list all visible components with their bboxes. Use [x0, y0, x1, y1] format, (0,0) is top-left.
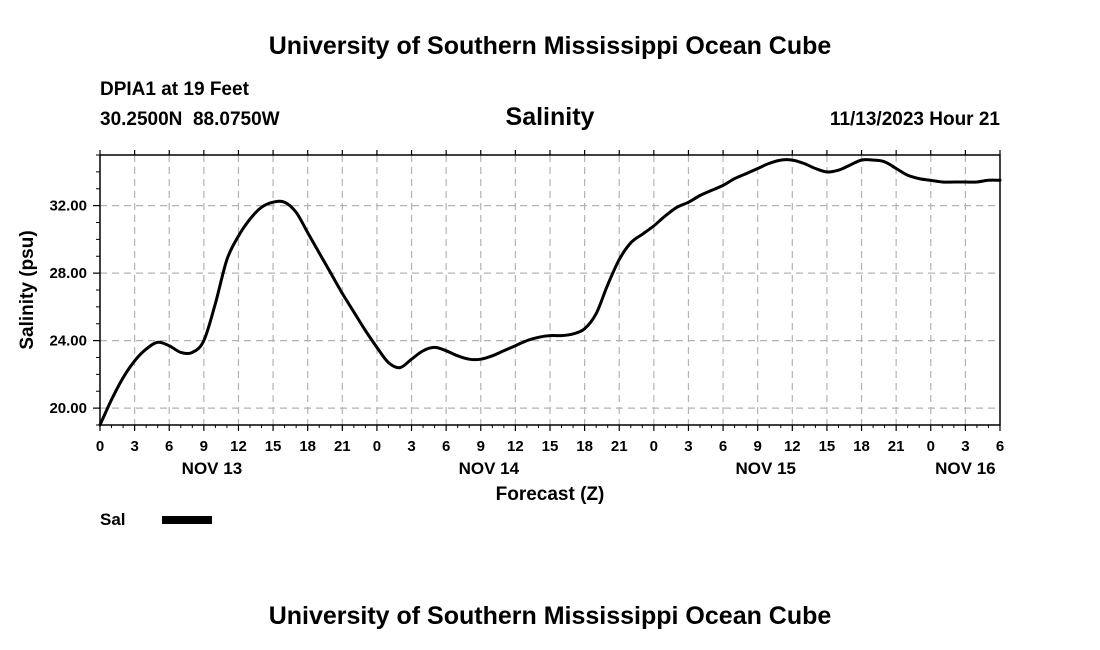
y-axis-label: Salinity (psu) [17, 230, 38, 349]
y-tick-label: 28.00 [49, 265, 87, 282]
x-tick-label: 12 [507, 438, 524, 455]
gridlines [100, 155, 1000, 425]
x-tick-label: 0 [96, 438, 104, 455]
x-tick-label: 18 [576, 438, 593, 455]
variable-title: Salinity [506, 103, 595, 131]
x-tick-label: 6 [442, 438, 450, 455]
chart-title: University of Southern Mississippi Ocean… [269, 32, 832, 60]
x-tick-label: 0 [927, 438, 935, 455]
x-tick-label: 21 [888, 438, 905, 455]
y-tick-labels: 20.00 24.00 28.00 32.00 [49, 198, 87, 418]
x-tick-label: 0 [650, 438, 658, 455]
legend-label-sal: Sal [100, 510, 126, 529]
x-tick-label: 6 [719, 438, 727, 455]
x-tick-label: 12 [784, 438, 801, 455]
x-axis-label: Forecast (Z) [496, 484, 605, 505]
legend-swatch-sal [162, 516, 212, 524]
run-time-label: 11/13/2023 Hour 21 [830, 109, 1000, 130]
x-tick-label: 18 [299, 438, 316, 455]
day-label: NOV 16 [935, 459, 995, 478]
x-tick-label: 3 [130, 438, 138, 455]
axis-ticks [93, 150, 1001, 431]
x-tick-label: 3 [407, 438, 415, 455]
x-tick-label: 21 [334, 438, 351, 455]
day-label: NOV 14 [459, 459, 520, 478]
x-tick-label: 9 [477, 438, 485, 455]
x-tick-label: 3 [961, 438, 969, 455]
x-tick-label: 9 [754, 438, 762, 455]
day-labels: NOV 13 NOV 14 NOV 15 NOV 16 [182, 459, 996, 478]
x-tick-label: 21 [611, 438, 628, 455]
coordinates-label: 30.2500N 88.0750W [100, 109, 280, 130]
series-line-sal [98, 158, 1002, 427]
x-tick-label: 12 [230, 438, 247, 455]
x-tick-label: 15 [542, 438, 559, 455]
station-label: DPIA1 at 19 Feet [100, 79, 250, 100]
y-tick-label: 24.00 [49, 333, 87, 350]
x-tick-label: 3 [684, 438, 692, 455]
x-tick-label: 9 [200, 438, 208, 455]
x-tick-label: 6 [996, 438, 1004, 455]
y-tick-label: 32.00 [49, 198, 87, 215]
x-tick-label: 0 [373, 438, 381, 455]
x-tick-labels: 0 3 6 9 12 15 18 21 0 3 6 9 12 15 18 21 0 3 6 9 12 15 18 21 0 3 6 [96, 438, 1004, 455]
day-label: NOV 15 [736, 459, 796, 478]
x-tick-label: 18 [853, 438, 870, 455]
x-tick-label: 6 [165, 438, 173, 455]
plot-frame [99, 154, 1001, 426]
x-tick-label: 15 [265, 438, 282, 455]
footer-title: University of Southern Mississippi Ocean… [269, 602, 832, 630]
day-label: NOV 13 [182, 459, 242, 478]
y-tick-label: 20.00 [49, 400, 87, 417]
x-tick-label: 15 [819, 438, 836, 455]
